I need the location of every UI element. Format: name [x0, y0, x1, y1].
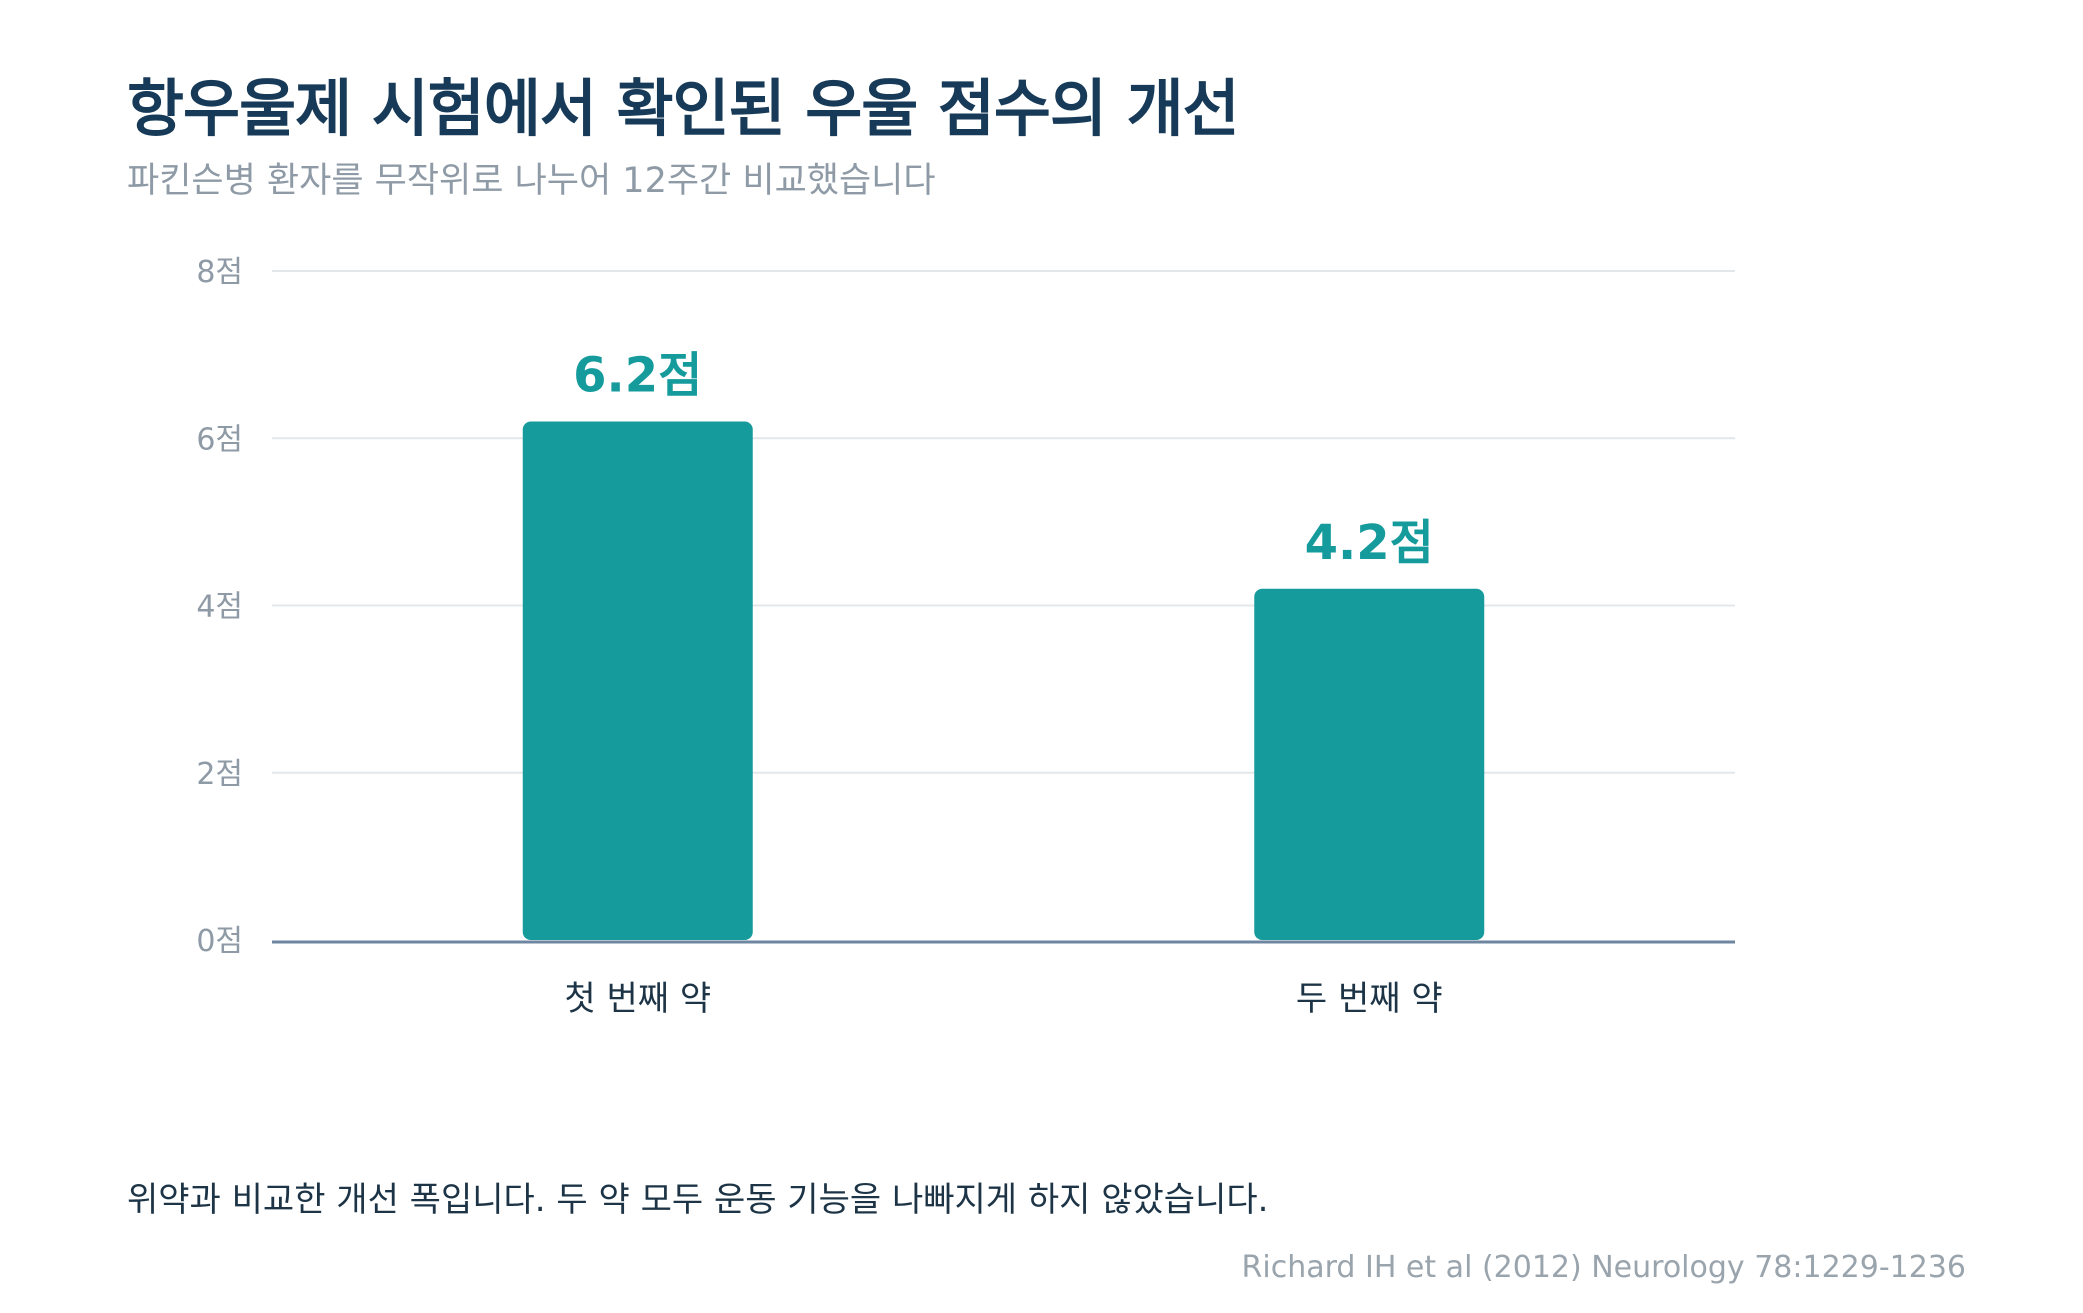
chart-footnote: 위약과 비교한 개선 폭입니다. 두 약 모두 운동 기능을 나빠지게 하지 않… — [127, 1180, 1269, 1220]
y-axis-ticks: 0점 2점 4점 6점 8점 — [196, 255, 243, 959]
x-tick-label: 첫 번째 약 — [564, 979, 711, 1019]
chart-subtitle: 파킨슨병 환자를 무작위로 나누어 12주간 비교했습니다 — [127, 161, 936, 201]
chart-title: 항우울제 시험에서 확인된 우울 점수의 개선 — [127, 72, 1240, 145]
bar-value-label: 4.2점 — [1305, 515, 1434, 571]
bar — [522, 421, 753, 940]
bar-value-label: 6.2점 — [573, 348, 702, 404]
y-tick-label: 8점 — [196, 255, 243, 290]
y-tick-label: 0점 — [196, 924, 243, 959]
x-tick-label: 두 번째 약 — [1296, 979, 1443, 1019]
y-tick-label: 4점 — [196, 590, 243, 625]
grid-lines — [272, 270, 1735, 774]
value-labels: 6.2점 4.2점 — [573, 348, 1434, 571]
x-axis-ticks: 첫 번째 약 두 번째 약 — [564, 979, 1442, 1019]
y-tick-label: 2점 — [196, 757, 243, 792]
bars — [522, 421, 1485, 940]
source-citation: Richard IH et al (2012) Neurology 78:122… — [1241, 1250, 1966, 1285]
y-tick-label: 6점 — [196, 422, 243, 457]
bar — [1254, 588, 1485, 940]
